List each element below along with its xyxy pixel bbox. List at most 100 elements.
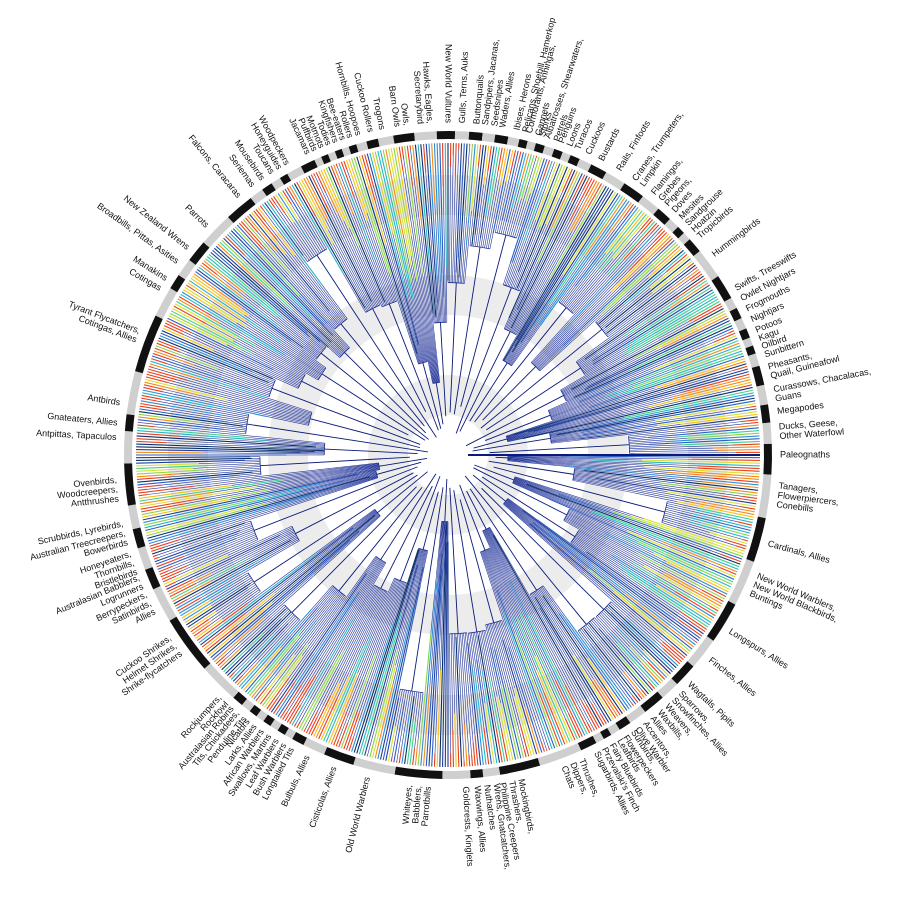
branch [507,387,738,442]
branch [301,380,409,436]
ring-segment [233,691,248,706]
ring-segment [324,746,356,765]
branch [300,588,337,631]
ring-segment [683,239,700,257]
branch [571,541,587,553]
branch [296,181,317,217]
branch [654,230,666,242]
branch [507,406,649,441]
branch [627,530,736,578]
branch [473,438,508,449]
branch [392,550,426,685]
ring-segment [124,414,135,432]
branch [440,521,446,670]
branch [158,337,269,384]
branch [472,474,506,502]
branch [507,456,591,461]
branch [643,650,670,677]
branch [226,611,292,677]
branch [253,620,317,700]
branch [482,530,521,614]
branch [177,379,311,418]
branch [291,486,417,613]
branch [136,432,181,437]
branch [235,531,255,539]
clade-label-line: Antpittas, Tapaculos [36,428,117,442]
branch [157,522,252,556]
branch [294,557,379,683]
clade-label: Goldcrests, Kinglets [461,786,475,867]
branch [538,199,628,326]
branch [155,345,218,370]
branch [562,389,572,395]
branch [477,144,482,166]
branch [504,261,513,286]
branch [608,604,677,669]
branch [222,591,261,620]
ring-segment [256,709,268,722]
branch [508,200,573,331]
branch [404,145,423,274]
branch [585,624,624,672]
branch [376,461,422,475]
branch [472,437,551,452]
branch [148,494,315,545]
branch [471,754,474,767]
branch [507,458,680,472]
branch [586,623,642,690]
branch [667,501,700,509]
ring-segment [678,233,690,245]
branch [311,585,333,610]
branch [371,665,397,758]
branch [364,564,419,756]
branch [215,584,256,612]
branch [478,631,497,730]
branch [549,196,623,304]
branch [178,581,234,614]
branch [329,310,341,325]
clade-label: Cisticolas, Allies [307,765,339,830]
branch [371,152,394,234]
branch [320,675,351,741]
branch [598,613,631,648]
branch [598,249,684,325]
branch [561,455,760,459]
branch [503,317,510,329]
branch [481,487,605,610]
branch [309,418,421,449]
branch [417,144,431,272]
branch [152,554,158,558]
branch [141,502,187,513]
branch [271,387,421,445]
branch [632,563,718,614]
branch [137,419,224,430]
branch [310,314,347,352]
ring-segment [287,166,305,181]
branch [583,626,638,694]
branch [417,549,423,565]
branch [310,695,332,736]
branch [469,488,538,591]
branch [631,703,635,707]
branch [420,580,438,766]
branch [506,434,515,438]
branch [278,352,320,379]
branch [227,525,292,556]
branch [454,713,457,767]
branch [594,617,618,644]
branch [623,235,671,283]
branch [436,521,443,581]
branch [535,291,612,368]
branch [580,308,670,368]
branch [502,221,507,235]
branch [652,260,693,293]
branch [284,354,321,377]
branch [337,166,391,304]
branch [331,475,378,489]
branch [629,444,649,446]
branch [143,386,164,393]
ring-segment [693,251,719,281]
branch [663,648,681,665]
branch [300,562,386,706]
branch [144,381,198,396]
